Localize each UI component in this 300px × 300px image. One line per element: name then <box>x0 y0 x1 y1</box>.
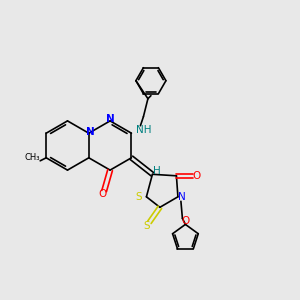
Text: H: H <box>153 166 161 176</box>
Text: N: N <box>86 127 95 137</box>
Text: O: O <box>98 189 107 199</box>
Text: N: N <box>106 114 115 124</box>
Text: CH₃: CH₃ <box>25 153 40 162</box>
Text: N: N <box>178 192 185 202</box>
Text: O: O <box>181 216 190 226</box>
Text: S: S <box>143 221 150 231</box>
Text: NH: NH <box>136 125 152 135</box>
Text: S: S <box>136 192 142 202</box>
Text: O: O <box>192 171 201 181</box>
